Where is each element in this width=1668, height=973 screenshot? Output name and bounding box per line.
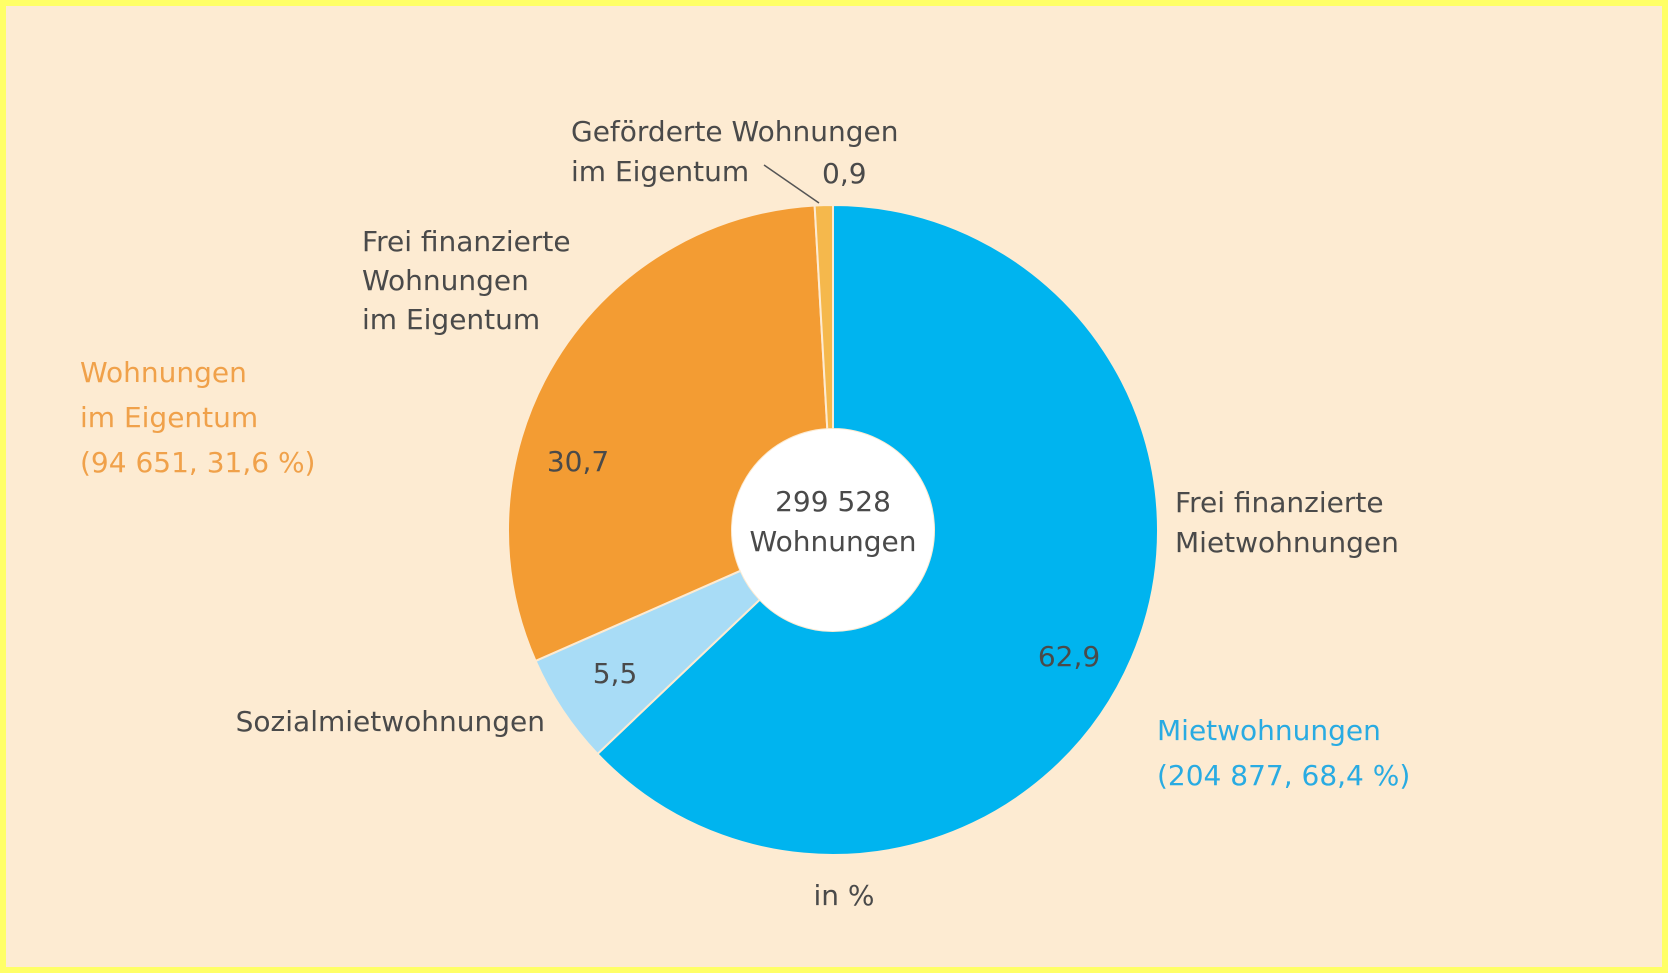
donut-hole [732, 429, 934, 631]
category-label: Mietwohnungen [1175, 526, 1399, 559]
category-label: im Eigentum [571, 155, 749, 188]
leader-line [763, 164, 820, 204]
group-label: (94 651, 31,6 %) [80, 446, 315, 479]
value-label: 62,9 [1038, 640, 1100, 673]
group-label: Wohnungen [80, 356, 247, 389]
category-label: Frei finanzierte [362, 225, 571, 258]
group-label: Mietwohnungen [1157, 714, 1381, 747]
value-label: 0,9 [822, 157, 867, 190]
category-label: Geförderte Wohnungen [571, 115, 898, 148]
group-label: (204 877, 68,4 %) [1157, 759, 1410, 792]
category-label: Wohnungen [362, 264, 529, 297]
note: in % [813, 879, 874, 912]
value-label: 30,7 [547, 445, 609, 478]
center-label: Wohnungen [750, 525, 917, 558]
slice [507, 204, 829, 663]
category-label: Frei finanzierte [1175, 486, 1384, 519]
category-label: im Eigentum [362, 303, 540, 336]
group-label: im Eigentum [80, 401, 258, 434]
center-label: 299 528 [775, 485, 891, 518]
value-label: 5,5 [593, 657, 638, 690]
category-label: Sozialmietwohnungen [236, 705, 545, 738]
